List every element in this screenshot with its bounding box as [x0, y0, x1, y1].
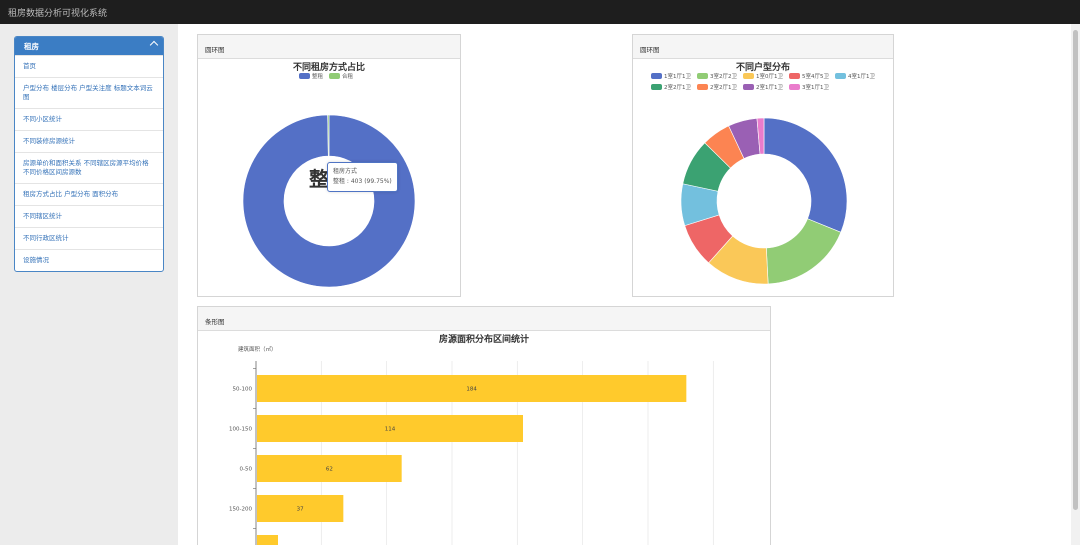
- bar-value-label: 37: [297, 507, 304, 513]
- menu-item-price-area[interactable]: 房源单价和面积关系 不同辖区房源平均价格 不同价格区间房源数: [15, 152, 163, 183]
- chart-tooltip: 租房方式 整租 : 403 (99.75%): [327, 162, 398, 192]
- bar-value-label: 114: [385, 427, 396, 433]
- legend-swatch: [697, 73, 708, 79]
- chart-title: 不同租房方式占比: [292, 63, 365, 73]
- chevron-up-icon[interactable]: [149, 40, 159, 50]
- legend-label: 3室1厅1卫: [802, 85, 829, 91]
- menu-item-home[interactable]: 首页: [15, 55, 163, 77]
- menu-item-layout-floor[interactable]: 户型分布 楼层分布 户型关注度 标题文本词云图: [15, 77, 163, 108]
- legend-label: 3室2厅2卫: [710, 74, 737, 80]
- legend-label: 1室1厅1卫: [664, 74, 691, 80]
- bar[interactable]: [257, 455, 402, 482]
- y-tick-label: 100-150: [229, 427, 252, 433]
- legend-item[interactable]: 5室4厅5卫: [789, 72, 829, 83]
- menu-item-decoration[interactable]: 不同装修房源统计: [15, 130, 163, 152]
- legend-item[interactable]: 合租: [329, 72, 353, 80]
- bar[interactable]: [257, 535, 278, 545]
- bar[interactable]: [257, 495, 344, 522]
- legend-item[interactable]: 1室0厅1卫: [743, 72, 783, 83]
- legend-item[interactable]: 2室2厅1卫: [697, 83, 737, 94]
- legend-label: 5室4厅5卫: [802, 74, 829, 80]
- legend-label: 2室1厅1卫: [756, 85, 783, 91]
- bar[interactable]: [257, 375, 687, 402]
- room-layout-donut: [680, 117, 848, 285]
- legend-item[interactable]: 3室2厅2卫: [697, 72, 737, 83]
- donut-slice[interactable]: [756, 117, 765, 155]
- chart-legend: 1室1厅1卫 3室2厅2卫 1室0厅1卫 5室4厅5卫 4室1厅1卫 2室2厅1卫 2室2厅…: [651, 72, 887, 94]
- panel-header: 条形图: [198, 307, 770, 331]
- y-axis-label: 建筑面积（㎡）: [238, 345, 277, 353]
- donut-center-label: 整: [309, 167, 329, 191]
- chart-title: 不同户型分布: [735, 63, 790, 73]
- menu-header[interactable]: 租房: [15, 37, 163, 55]
- menu-item-facilities[interactable]: 设施情况: [15, 249, 163, 271]
- legend-label: 4室1厅1卫: [848, 74, 875, 80]
- legend-label: 整租: [311, 74, 323, 80]
- bar[interactable]: [257, 415, 523, 442]
- panel-header: 圆环图: [633, 35, 893, 59]
- donut-slice[interactable]: [242, 114, 416, 288]
- y-tick-label: 50-100: [233, 387, 253, 393]
- legend-swatch: [789, 73, 800, 79]
- legend-item[interactable]: 3室1厅1卫: [789, 83, 829, 94]
- bar-value-label: 62: [326, 467, 333, 473]
- legend-swatch: [743, 84, 754, 90]
- legend-label: 2室2厅1卫: [664, 85, 691, 91]
- area-bar-chart: 建筑面积（㎡） 50-100 184 100-150 114 0-50 62 150-200 3…: [229, 345, 714, 545]
- menu-item-community[interactable]: 不同小区统计: [15, 108, 163, 130]
- top-bar: 租房数据分析可视化系统: [0, 0, 1080, 24]
- legend-item[interactable]: 2室2厅1卫: [651, 83, 691, 94]
- sidebar-menu: 租房 首页 户型分布 楼层分布 户型关注度 标题文本词云图 不同小区统计 不同装…: [14, 36, 164, 272]
- room-layout-panel: 圆环图 不同户型分布 1室1厅1卫 3室2厅2卫 1室0厅1卫 5室4厅5卫 4室1厅1…: [632, 34, 894, 297]
- vertical-scrollbar[interactable]: [1071, 24, 1080, 545]
- donut-slice[interactable]: [327, 114, 330, 157]
- menu-item-district[interactable]: 不同行政区统计: [15, 227, 163, 249]
- legend-swatch: [651, 84, 662, 90]
- legend-item[interactable]: 1室1厅1卫: [651, 72, 691, 83]
- menu-header-label: 租房: [24, 42, 39, 51]
- legend-item[interactable]: 2室1厅1卫: [743, 83, 783, 94]
- menu-item-jurisdiction[interactable]: 不同辖区统计: [15, 205, 163, 227]
- area-distribution-panel: 条形图 房源面积分布区间统计 建筑面积（㎡） 50-100 184 100-150 11…: [197, 306, 771, 545]
- legend-swatch: [697, 84, 708, 90]
- donut-slice[interactable]: [766, 218, 842, 285]
- panel-header: 圆环图: [198, 35, 460, 59]
- legend-swatch: [298, 73, 310, 79]
- legend-label: 2室2厅1卫: [710, 85, 737, 91]
- chart-title: 房源面积分布区间统计: [438, 335, 529, 345]
- y-tick-label: 150-200: [229, 507, 252, 513]
- chart-legend: 整租 合租: [198, 72, 460, 80]
- legend-label: 1室0厅1卫: [756, 74, 783, 80]
- rental-type-donut: [242, 114, 416, 288]
- bar-value-label: 184: [466, 387, 477, 393]
- legend-swatch: [651, 73, 662, 79]
- y-tick-label: 0-50: [240, 467, 253, 473]
- legend-swatch: [835, 73, 846, 79]
- app-title: 租房数据分析可视化系统: [8, 9, 108, 19]
- legend-item[interactable]: 整租: [298, 72, 323, 80]
- rental-type-panel: 圆环图 不同租房方式占比 整租 合租 整 租房方式 整租 : 403 (99.75…: [197, 34, 461, 297]
- scrollbar-thumb[interactable]: [1073, 30, 1078, 510]
- donut-slice[interactable]: [763, 117, 848, 233]
- tooltip-value: 整租 : 403 (99.75%): [333, 178, 392, 185]
- legend-swatch: [789, 84, 800, 90]
- legend-label: 合租: [342, 74, 354, 80]
- menu-item-rental-type[interactable]: 租房方式占比 户型分布 面积分布: [15, 183, 163, 205]
- legend-item[interactable]: 4室1厅1卫: [835, 72, 875, 83]
- legend-swatch: [743, 73, 754, 79]
- legend-swatch: [329, 73, 340, 79]
- tooltip-title: 租房方式: [333, 168, 358, 175]
